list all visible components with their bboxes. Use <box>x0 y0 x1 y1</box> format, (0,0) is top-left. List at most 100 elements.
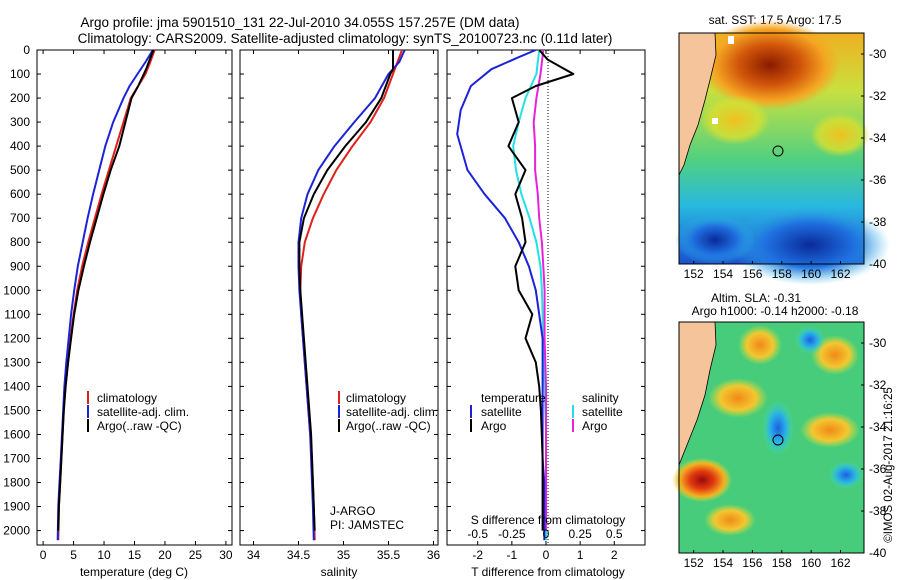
sla-negative-anomaly <box>762 400 794 456</box>
sla-strong-positive-anomaly <box>672 458 732 502</box>
x-tick-label: 20 <box>158 548 172 562</box>
latitude-label: -30 <box>869 47 887 61</box>
data-centre-credit: J-ARGO <box>330 504 375 518</box>
legend-temperature-heading: temperature <box>481 391 546 405</box>
s-difference-tick-label: 0.5 <box>606 527 623 541</box>
depth-tick-label: 400 <box>10 139 30 153</box>
t-difference-x-tick-labels: -2 -1 0 1 2 <box>472 548 618 562</box>
longitude-label: 158 <box>772 267 792 281</box>
depth-tick-label: 1400 <box>3 379 30 393</box>
latitude-label: -40 <box>869 546 887 560</box>
sla-negative-anomaly <box>828 461 864 489</box>
x-tick-label: 30 <box>219 548 233 562</box>
x-tick-label: 2 <box>611 548 618 562</box>
australia-coastline <box>678 32 717 176</box>
longitude-label: 154 <box>713 267 733 281</box>
series-line-argo <box>532 50 547 531</box>
depth-tick-label: 2000 <box>3 524 30 538</box>
figure-title-line2: Climatology: CARS2009. Satellite-adjuste… <box>78 31 613 46</box>
salinity-axes <box>239 49 439 546</box>
longitude-label: 156 <box>742 267 762 281</box>
x-tick-label: -2 <box>472 548 483 562</box>
depth-tick-label: 1100 <box>4 307 30 321</box>
sla-map-title-line1: Altim. SLA: -0.31 <box>711 291 801 305</box>
legend-satellite-label: satellite-adj. clim. <box>97 405 189 419</box>
depth-tick-label: 1300 <box>3 355 30 369</box>
legend-climatology-label: climatology <box>97 391 157 405</box>
depth-tick-label: 900 <box>10 259 30 273</box>
latitude-label: -34 <box>869 420 887 434</box>
x-tick-label: 10 <box>97 548 111 562</box>
sla-positive-anomaly <box>704 504 756 536</box>
x-tick-label: 15 <box>128 548 142 562</box>
pi-credit: PI: JAMSTEC <box>330 518 404 532</box>
x-tick-label: 34.5 <box>287 548 311 562</box>
depth-axis-labels: 0 100 200 300 400 500 600 700 800 900 1000 1100 1200… <box>3 43 30 538</box>
s-difference-tick-label: -0.5 <box>467 527 488 541</box>
series-line-satellite-adj-clim- <box>297 50 406 541</box>
sla-map-lon-labels: 152 154 156 158 160 162 <box>684 550 851 570</box>
longitude-label: 160 <box>801 267 821 281</box>
sst-warm-eddy <box>700 95 770 145</box>
legend-s-satellite-label: satellite <box>582 405 623 419</box>
sst-map-frame <box>678 32 865 265</box>
x-tick-label: 35 <box>337 548 351 562</box>
legend-t-satellite-label: satellite <box>481 405 522 419</box>
s-difference-tick-label: 0.25 <box>568 527 592 541</box>
series-line-satellite <box>456 50 546 541</box>
temperature-x-tick-labels: 0 5 10 15 20 25 30 <box>40 548 233 562</box>
longitude-label: 156 <box>742 556 762 570</box>
sla-positive-anomaly <box>800 412 860 448</box>
sst-map <box>675 20 890 285</box>
argo-float-marker <box>772 145 784 157</box>
depth-tick-label: 500 <box>10 163 30 177</box>
depth-tick-label: 1200 <box>3 331 30 345</box>
difference-legend: temperature salinity satellite Argo sate… <box>470 391 623 433</box>
sla-map <box>672 321 865 554</box>
argo-float-marker <box>772 434 784 446</box>
latitude-label: -34 <box>869 131 887 145</box>
s-difference-top-tick-labels: -0.5 -0.25 0 0.25 0.5 <box>467 527 623 541</box>
australia-coastline <box>678 321 717 466</box>
legend-climatology-label: climatology <box>346 391 406 405</box>
depth-tick-label: 100 <box>10 67 30 81</box>
longitude-label: 160 <box>801 556 821 570</box>
sla-positive-anomaly <box>708 378 768 418</box>
copyright-footer: ©IMOS 02-Aug-2017 21:16:25 <box>883 387 895 543</box>
sst-warm-eddy <box>810 113 870 157</box>
s-difference-label: S difference from climatology <box>471 513 626 527</box>
latitude-label: -36 <box>869 173 887 187</box>
sst-map-lat-labels: -30 -32 -34 -36 -38 -40 <box>861 47 887 271</box>
x-tick-label: 36 <box>427 548 441 562</box>
depth-tick-label: 700 <box>10 211 30 225</box>
latitude-label: -32 <box>869 89 887 103</box>
legend-satellite-label: satellite-adj. clim. <box>346 405 438 419</box>
series-line-argo-raw-qc- <box>298 50 394 531</box>
x-tick-label: 25 <box>189 548 203 562</box>
sst-map-title: sat. SST: 17.5 Argo: 17.5 <box>709 13 842 27</box>
depth-tick-label: 1500 <box>3 403 30 417</box>
sst-cold-patch <box>730 205 890 285</box>
legend-argo-label: Argo(..raw -QC) <box>97 419 182 433</box>
temperature-x-label: temperature (deg C) <box>80 565 188 579</box>
salinity-x-tick-labels: 34 34.5 35 35.5 36 <box>247 548 441 562</box>
legend-argo-label: Argo(..raw -QC) <box>346 419 431 433</box>
depth-tick-label: 200 <box>10 91 30 105</box>
depth-tick-label: 0 <box>23 43 30 57</box>
latitude-label: -38 <box>869 215 887 229</box>
latitude-label: -36 <box>869 462 887 476</box>
sla-map-title-line2: Argo h1000: -0.14 h2000: -0.18 <box>692 304 859 318</box>
series-line-argo <box>507 50 575 531</box>
sla-map-lat-labels: -30 -32 -34 -36 -38 -40 <box>861 336 887 560</box>
longitude-label: 152 <box>684 267 704 281</box>
salinity-series <box>297 50 406 541</box>
figure-title-line1: Argo profile: jma 5901510_131 22-Jul-201… <box>80 15 519 30</box>
depth-tick-label: 1900 <box>3 500 30 514</box>
s-difference-tick-label: -0.25 <box>498 527 526 541</box>
sst-warm-patch <box>700 20 840 110</box>
x-tick-label: 5 <box>70 548 77 562</box>
x-tick-label: 0 <box>543 548 550 562</box>
legend-t-argo-label: Argo <box>481 419 507 433</box>
temperature-series <box>56 50 156 541</box>
